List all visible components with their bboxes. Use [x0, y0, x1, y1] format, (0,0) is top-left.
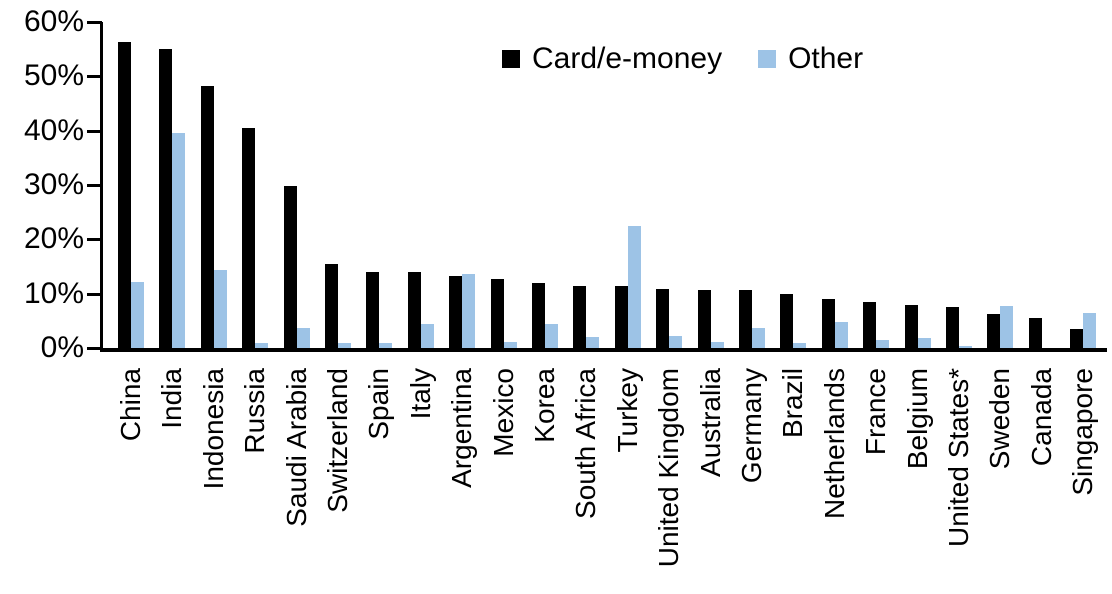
bar-other	[503, 342, 517, 348]
x-axis-label: Switzerland	[322, 368, 353, 513]
bar-other	[1000, 305, 1014, 348]
x-axis-label: France	[860, 368, 892, 456]
y-axis-line	[100, 22, 103, 352]
bar-card-e-money	[200, 86, 214, 348]
bar-other	[793, 342, 807, 348]
bar-other	[710, 342, 724, 348]
x-axis-label: United States*	[943, 368, 974, 547]
y-axis-tick-label: 20%	[23, 222, 84, 256]
y-axis-tick	[87, 184, 102, 187]
bar-card-e-money	[573, 285, 587, 348]
bar-card-e-money	[449, 276, 463, 348]
bar-other	[213, 269, 227, 348]
y-axis-tick	[87, 292, 102, 296]
legend-item-other: Other	[758, 42, 863, 76]
bar-other	[462, 273, 476, 348]
bar-card-e-money	[366, 271, 380, 348]
bar-card-e-money	[946, 307, 959, 348]
bar-card-e-money	[904, 305, 918, 348]
bar-other	[255, 342, 269, 348]
legend-label-other: Other	[788, 42, 864, 75]
x-axis-label: Russia	[239, 368, 271, 454]
x-axis-label: Italy	[404, 368, 436, 420]
bar-card-e-money	[118, 41, 131, 348]
y-axis-tick	[87, 21, 102, 24]
x-axis-label: Mexico	[487, 368, 519, 457]
bar-card-e-money	[739, 290, 752, 348]
bar-card-e-money	[697, 289, 711, 348]
x-axis-label: Belgium	[901, 368, 933, 470]
bar-other	[420, 324, 434, 348]
bar-other	[296, 327, 310, 348]
bar-other	[876, 340, 890, 348]
y-axis-tick	[87, 238, 102, 242]
y-axis-tick-label: 40%	[23, 113, 84, 147]
x-axis-label: Singapore	[1067, 368, 1099, 496]
y-axis-tick-label: 30%	[23, 168, 84, 201]
bar-card-e-money	[1070, 328, 1084, 348]
other-swatch-icon	[758, 50, 777, 68]
x-axis-line	[100, 348, 1107, 352]
x-axis-label: Spain	[363, 368, 395, 440]
x-axis-label: Turkey	[611, 368, 643, 453]
bar-card-e-money	[283, 186, 297, 348]
y-axis-tick-label: 10%	[23, 276, 84, 310]
bar-card-e-money	[614, 286, 628, 348]
bar-card-e-money	[490, 278, 504, 348]
card-e-money-swatch-icon	[502, 50, 520, 68]
x-axis-label: Argentina	[446, 368, 478, 488]
bar-other	[131, 281, 144, 348]
bar-card-e-money	[532, 282, 545, 348]
x-axis-label: Saudi Arabia	[280, 368, 312, 527]
bar-card-e-money	[1028, 318, 1042, 348]
bar-other	[1083, 313, 1097, 348]
bar-card-e-money	[656, 288, 670, 348]
x-axis-label: Indonesia	[197, 368, 229, 490]
x-axis-label: Brazil	[777, 368, 809, 439]
bar-other	[917, 337, 931, 348]
bar-card-e-money	[821, 299, 835, 348]
x-axis-label: Netherlands	[818, 368, 850, 519]
bar-card-e-money	[159, 48, 173, 348]
bar-other	[379, 342, 393, 348]
x-axis-label: Sweden	[984, 368, 1016, 470]
bar-other	[586, 336, 600, 348]
y-axis-tick	[87, 347, 102, 350]
bar-other	[627, 225, 641, 348]
legend-label-card-e-money: Card/e-money	[532, 42, 723, 75]
x-axis-label: Korea	[529, 368, 560, 443]
bar-other	[834, 322, 848, 348]
x-axis-label: United Kingdom	[653, 368, 685, 568]
bar-card-e-money	[863, 302, 877, 348]
y-axis-tick	[87, 75, 102, 79]
bar-card-e-money	[242, 128, 256, 348]
x-axis-label: China	[115, 368, 146, 442]
bar-other	[172, 133, 186, 348]
bar-other	[338, 343, 351, 348]
bar-card-e-money	[407, 271, 421, 348]
bar-card-e-money	[325, 263, 338, 348]
y-axis-tick-label: 50%	[23, 59, 84, 93]
y-axis-tick	[87, 129, 102, 133]
legend-item-card-e-money: Card/e-money	[502, 42, 722, 76]
bar-other	[545, 324, 558, 348]
x-axis-label: India	[156, 368, 188, 429]
bar-card-e-money	[780, 294, 794, 348]
x-axis-label: Canada	[1025, 368, 1057, 467]
bar-card-e-money	[987, 314, 1001, 348]
x-axis-label: South Africa	[570, 368, 602, 519]
bar-other	[959, 346, 972, 348]
bar-other	[752, 327, 765, 348]
y-axis-tick-label: 60%	[23, 5, 84, 38]
bar-other	[669, 336, 683, 348]
x-axis-label: Germany	[736, 368, 767, 484]
y-axis-tick-label: 0%	[40, 331, 84, 364]
x-axis-label: Australia	[694, 368, 726, 477]
legend: Card/e-money Other	[502, 42, 863, 76]
